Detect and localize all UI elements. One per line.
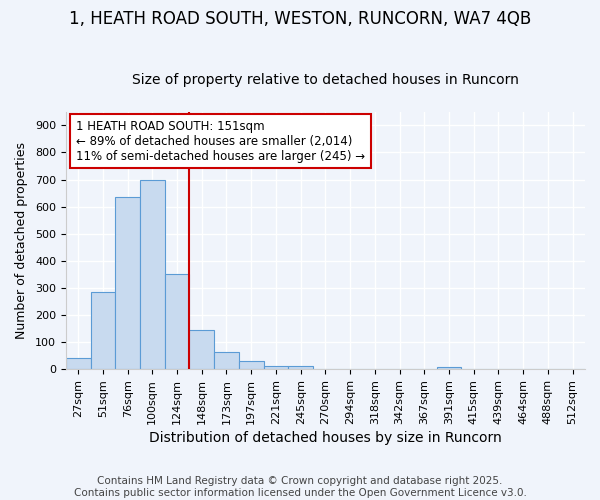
Title: Size of property relative to detached houses in Runcorn: Size of property relative to detached ho… — [132, 73, 519, 87]
Bar — [239, 361, 263, 369]
Bar — [190, 330, 214, 369]
Y-axis label: Number of detached properties: Number of detached properties — [15, 142, 28, 339]
Bar — [140, 180, 164, 369]
Bar — [91, 292, 115, 369]
Bar — [289, 366, 313, 369]
Bar — [115, 197, 140, 369]
Text: 1, HEATH ROAD SOUTH, WESTON, RUNCORN, WA7 4QB: 1, HEATH ROAD SOUTH, WESTON, RUNCORN, WA… — [69, 10, 531, 28]
Bar — [164, 274, 190, 369]
Bar — [437, 368, 461, 369]
Bar — [214, 352, 239, 369]
X-axis label: Distribution of detached houses by size in Runcorn: Distribution of detached houses by size … — [149, 431, 502, 445]
Bar — [66, 358, 91, 369]
Text: 1 HEATH ROAD SOUTH: 151sqm
← 89% of detached houses are smaller (2,014)
11% of s: 1 HEATH ROAD SOUTH: 151sqm ← 89% of deta… — [76, 120, 365, 162]
Text: Contains HM Land Registry data © Crown copyright and database right 2025.
Contai: Contains HM Land Registry data © Crown c… — [74, 476, 526, 498]
Bar — [263, 366, 289, 369]
